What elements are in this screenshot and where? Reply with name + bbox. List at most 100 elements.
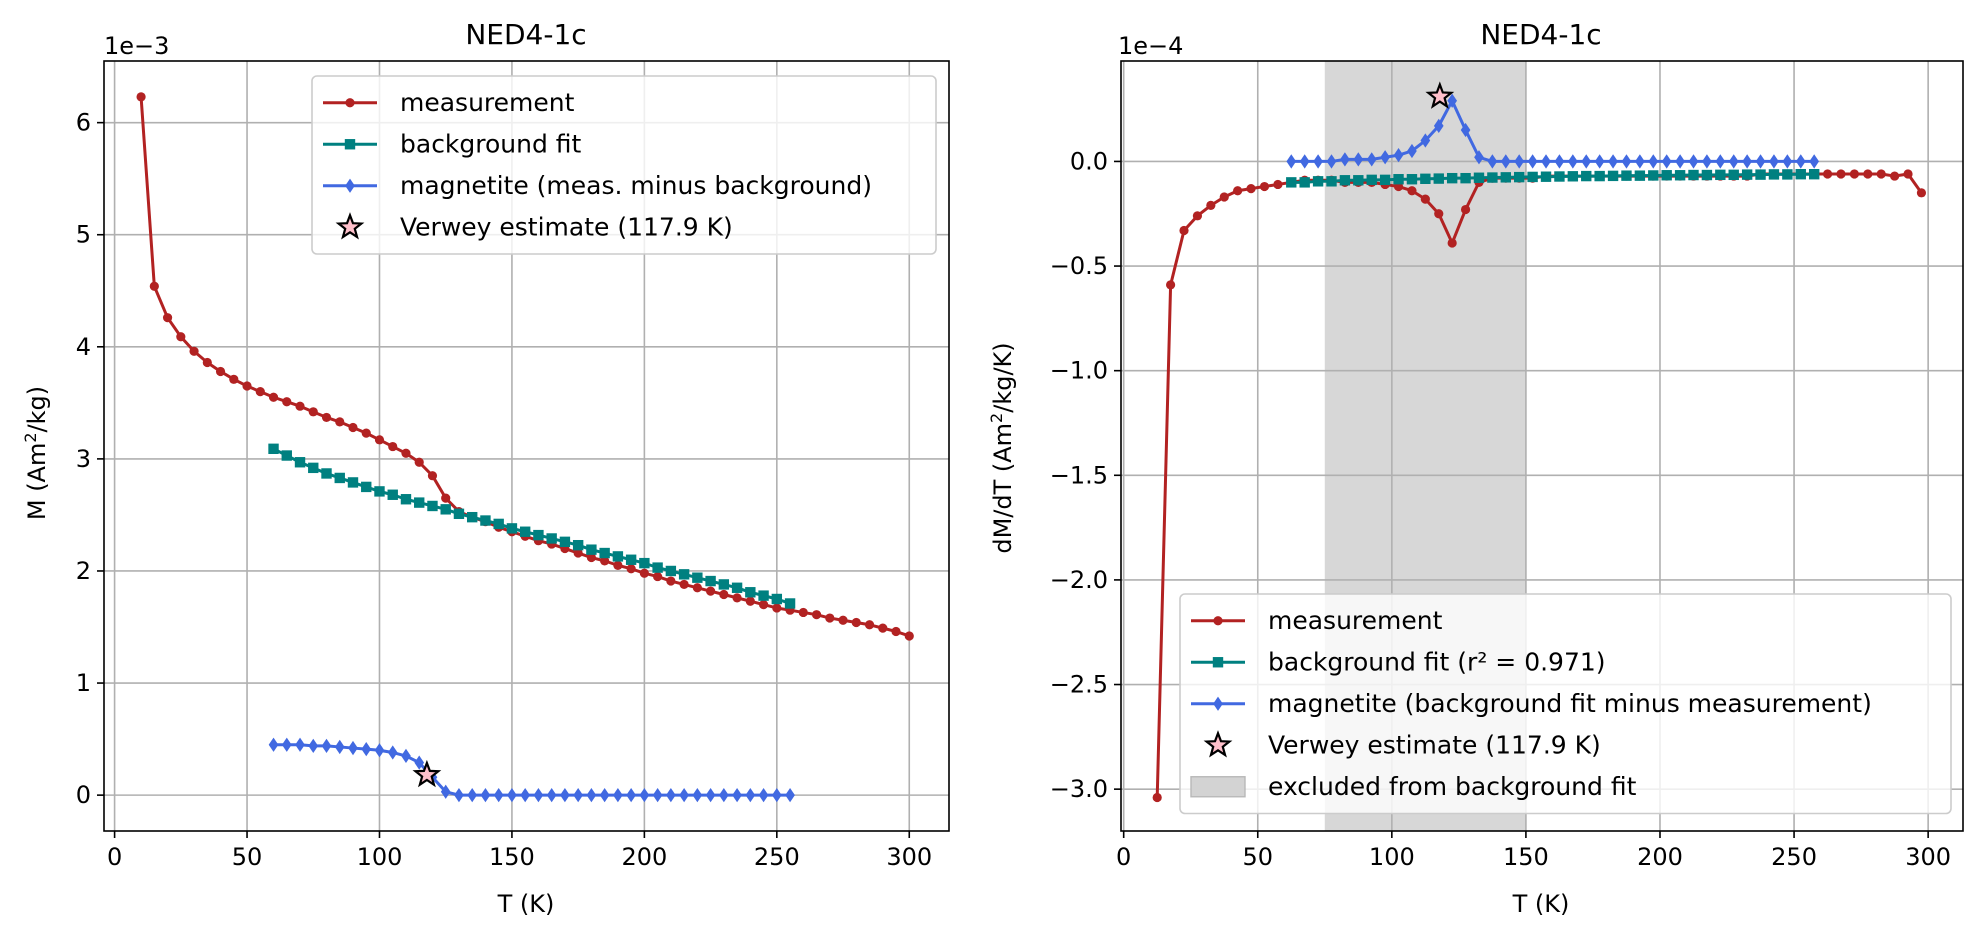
data-point <box>559 536 571 548</box>
data-point <box>1447 93 1458 108</box>
data-point <box>308 462 319 474</box>
data-point <box>1594 170 1605 182</box>
right-offset-text: 1e−4 <box>1118 32 1183 60</box>
data-point <box>374 486 385 497</box>
data-point <box>1568 154 1578 169</box>
data-point <box>242 381 252 391</box>
data-point <box>493 788 504 803</box>
data-point <box>1822 169 1833 179</box>
data-point <box>1420 194 1430 204</box>
data-point <box>1836 169 1846 179</box>
data-point <box>639 557 650 569</box>
data-point <box>1608 154 1618 169</box>
data-point <box>348 740 358 756</box>
data-point <box>1795 154 1806 169</box>
y-tick-label: 5 <box>76 221 91 249</box>
data-point <box>1514 154 1525 169</box>
data-point <box>268 443 279 455</box>
data-point <box>321 412 332 423</box>
data-point <box>665 565 677 577</box>
data-point <box>480 515 491 526</box>
data-point <box>202 357 212 368</box>
legend-swatch-marker <box>1212 657 1224 668</box>
y-tick-label: −1.0 <box>1050 357 1108 385</box>
data-point <box>361 481 372 493</box>
x-tick-label: 50 <box>232 843 263 871</box>
data-point <box>1755 169 1766 180</box>
x-tick-label: 300 <box>886 843 932 871</box>
data-point <box>1380 150 1390 165</box>
legend-swatch-marker <box>345 178 355 193</box>
data-point <box>1863 169 1873 179</box>
data-point <box>1527 171 1538 183</box>
right-y-label-tail: /kg/K) <box>989 342 1017 412</box>
legend-label: measurement <box>1268 606 1443 635</box>
data-point <box>1808 168 1820 180</box>
plot-area <box>136 92 914 803</box>
data-point <box>679 788 689 803</box>
data-point <box>1768 169 1780 180</box>
data-point <box>1916 188 1927 198</box>
data-point <box>334 472 345 484</box>
x-tick-label: 0 <box>107 843 122 871</box>
data-point <box>281 737 292 752</box>
data-point <box>1876 169 1886 179</box>
legend-swatch-star <box>1203 730 1233 758</box>
x-tick-label: 250 <box>754 843 800 871</box>
data-point <box>414 755 425 770</box>
data-point <box>1460 204 1471 215</box>
data-point <box>427 500 438 512</box>
data-point <box>1420 133 1431 148</box>
legend: measurement background fit (r² = 0.971) ma… <box>1179 593 1952 815</box>
data-point <box>705 586 716 596</box>
axes-frame <box>103 60 950 832</box>
data-point <box>1233 186 1243 196</box>
series-line-3 <box>1291 99 1815 163</box>
series-line-2 <box>1291 172 1815 184</box>
data-point <box>731 582 743 593</box>
right-x-axis-label: T (K) <box>1512 890 1570 918</box>
legend-swatch-star <box>335 212 365 240</box>
data-point <box>1192 211 1203 221</box>
data-point <box>1326 154 1337 169</box>
data-point <box>572 539 584 551</box>
data-point <box>772 603 782 613</box>
data-point <box>1420 173 1431 185</box>
data-point <box>1487 154 1498 169</box>
data-point <box>441 493 451 503</box>
data-point <box>1366 174 1377 186</box>
data-point <box>176 332 186 342</box>
data-point <box>666 576 676 586</box>
data-point <box>335 417 345 427</box>
data-point <box>1849 169 1859 179</box>
data-point <box>533 529 544 541</box>
data-point <box>519 526 531 537</box>
data-point <box>189 346 199 356</box>
data-point <box>1675 154 1685 169</box>
data-point <box>387 745 398 760</box>
verwey-star-marker <box>412 759 442 788</box>
data-point <box>229 374 239 384</box>
data-point <box>599 547 610 559</box>
data-point <box>613 788 623 803</box>
data-point <box>1581 170 1592 182</box>
y-tick-label: 3 <box>76 445 91 473</box>
data-point <box>1607 170 1619 182</box>
data-point <box>162 313 173 323</box>
data-point <box>1594 154 1605 169</box>
data-point <box>493 518 504 530</box>
data-point <box>1407 186 1417 196</box>
data-point <box>268 737 279 752</box>
data-point <box>1635 154 1645 169</box>
data-point <box>1634 170 1646 181</box>
data-point <box>1299 177 1310 188</box>
data-point <box>1326 176 1337 187</box>
x-tick-label: 250 <box>1771 843 1817 871</box>
y-tick-label: 6 <box>76 109 91 137</box>
data-point <box>308 407 318 417</box>
data-point <box>705 788 716 803</box>
data-point <box>347 477 359 488</box>
legend-label: magnetite (background fit minus measurem… <box>1268 689 1872 718</box>
data-point <box>1702 154 1712 169</box>
right-y-label-sup: 2 <box>987 413 1006 423</box>
